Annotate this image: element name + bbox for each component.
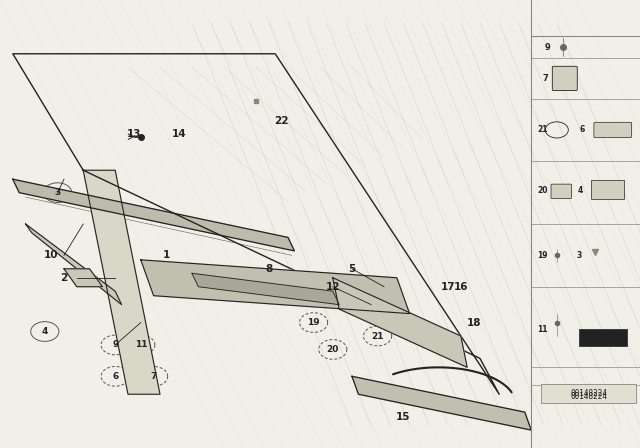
Text: 4: 4	[578, 186, 583, 195]
Text: 1: 1	[163, 250, 170, 260]
Text: 20: 20	[538, 186, 548, 195]
FancyBboxPatch shape	[541, 384, 636, 403]
FancyBboxPatch shape	[551, 184, 572, 198]
FancyBboxPatch shape	[552, 66, 577, 90]
Text: 00148224: 00148224	[570, 392, 607, 401]
Text: 21: 21	[371, 332, 384, 340]
Text: 12: 12	[326, 282, 340, 292]
Text: 3: 3	[577, 251, 582, 260]
Text: 21: 21	[538, 125, 548, 134]
Text: 6: 6	[580, 125, 585, 134]
Text: 11: 11	[134, 340, 147, 349]
Text: 9: 9	[545, 43, 550, 52]
Polygon shape	[352, 376, 531, 430]
FancyBboxPatch shape	[591, 181, 625, 199]
Text: 9: 9	[112, 340, 118, 349]
Polygon shape	[13, 179, 294, 251]
Text: 8: 8	[265, 264, 273, 274]
Text: 6: 6	[112, 372, 118, 381]
FancyBboxPatch shape	[579, 329, 627, 346]
Text: 7: 7	[543, 74, 548, 83]
Text: 16: 16	[454, 282, 468, 292]
Text: 19: 19	[307, 318, 320, 327]
Polygon shape	[333, 278, 467, 367]
Text: 17: 17	[441, 282, 455, 292]
Text: 5: 5	[348, 264, 356, 274]
Text: 3: 3	[54, 188, 61, 197]
Text: 19: 19	[538, 251, 548, 260]
FancyBboxPatch shape	[594, 122, 632, 138]
Polygon shape	[83, 170, 160, 394]
Polygon shape	[26, 224, 122, 305]
Text: 22: 22	[275, 116, 289, 126]
Text: 20: 20	[326, 345, 339, 354]
Text: 4: 4	[42, 327, 48, 336]
Text: 15: 15	[396, 412, 410, 422]
Polygon shape	[64, 269, 102, 287]
Text: 2: 2	[60, 273, 68, 283]
Text: 7: 7	[150, 372, 157, 381]
Text: 00148224: 00148224	[570, 389, 607, 398]
Text: 10: 10	[44, 250, 58, 260]
Text: 11: 11	[538, 325, 548, 334]
Text: 13: 13	[127, 129, 141, 139]
Text: 14: 14	[172, 129, 186, 139]
Polygon shape	[141, 260, 410, 314]
Text: 18: 18	[467, 318, 481, 327]
Polygon shape	[192, 273, 339, 305]
